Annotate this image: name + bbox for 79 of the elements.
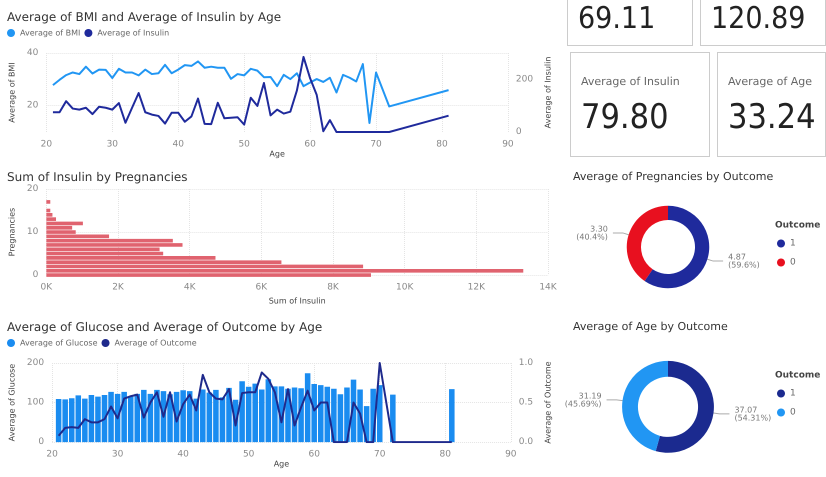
x-axis-title: Sum of Insulin [268,296,326,306]
data-label: 37.07 (54.31%) [734,405,772,422]
data-label: 4.87 (59.6%) [728,252,760,270]
y-tick-label: 100 [26,398,44,408]
legend-label: Average of BMI [20,28,80,38]
line-series [52,56,450,133]
x-tick-label: 70 [370,140,382,150]
x-tick-label: 14K [539,282,558,293]
legend-label: 0 [790,258,796,268]
line-series [58,362,453,444]
y-axis-title: Average of Glucose [8,364,16,442]
y-axis-title: Pregnancies [8,208,16,256]
y-tick-label: 20 [26,184,39,194]
chart-title: Sum of Insulin by Pregnancies [7,170,188,184]
bar [46,200,50,204]
y-axis-title: Average of BMI [8,62,16,123]
x-tick-label: 0K [40,282,54,293]
legend-label: 1 [790,238,796,248]
x-axis-title: Age [274,460,290,468]
legend-label: Average of Insulin [97,28,170,38]
x-tick-label: 90 [505,450,517,460]
x-tick-label: 10K [396,282,414,293]
bar [46,208,50,212]
x-tick-label: 6K [256,282,268,293]
text: 79.80 [581,97,669,137]
y2-tick-label: 1.0 [518,358,534,368]
chart-title: Average of BMI and Average of Insulin by Age [7,10,282,24]
x-tick-label: 70 [374,450,386,460]
text: Average of Insulin [581,75,680,88]
chart-title: Average of Age by Outcome [573,320,728,333]
x-tick-label: 50 [242,450,255,460]
x-tick-label: 90 [502,140,514,150]
bar [46,243,183,247]
legend-label: 1 [790,388,796,398]
y2-axis-title: Average of Outcome [544,361,552,444]
legend-label: Average of Glucose [20,338,98,348]
chart-title: Average of Glucose and Average of Outcome by Age [7,320,322,334]
x-tick-label: 60 [304,140,316,150]
x-tick-label: 20 [46,450,58,460]
legend-label: 0 [790,408,796,418]
x-axis-title: Age [269,149,285,158]
bar [46,222,83,226]
text: 69.11 [578,1,656,36]
x-tick-label: 30 [106,140,118,150]
x-tick-label: 8K [327,282,340,293]
y2-tick-label: 0.0 [518,437,534,448]
legend-title: Outcome [775,370,820,380]
x-tick-label: 60 [308,450,320,460]
y-tick-label: 10 [26,227,39,238]
legend-label: Average of Outcome [114,338,197,348]
x-tick-label: 20 [40,140,52,150]
y-tick-label: 0 [38,437,44,448]
x-tick-label: 80 [440,450,452,460]
x-tick-label: 4K [184,282,197,293]
line-series [52,60,450,124]
data-label: 31.19 (45.69%) [564,391,602,408]
x-tick-label: 50 [238,140,250,150]
chart-title: Average of Pregnancies by Outcome [573,170,774,183]
text: 33.24 [728,97,816,137]
text: 120.89 [711,1,806,36]
y-tick-label: 20 [26,100,39,111]
bar [449,389,455,442]
y2-tick-label: 0 [516,127,522,137]
y-tick-label: 40 [26,48,39,58]
data-label: 3.30 (40.4%) [576,224,608,242]
y2-tick-label: 200 [516,74,534,84]
y-tick-label: 0 [32,270,39,280]
y2-tick-label: 0.5 [518,398,534,408]
x-tick-label: 40 [172,140,184,150]
x-tick-label: 30 [112,450,124,460]
y-tick-label: 200 [26,358,44,368]
bar [46,268,524,273]
y2-axis-title: Average of Insulin [544,56,552,128]
x-tick-label: 80 [436,140,448,150]
x-tick-label: 12K [468,282,486,293]
x-tick-label: 2K [112,282,125,293]
text: Average of Age [728,75,812,88]
legend-title: Outcome [775,220,820,230]
x-tick-label: 40 [177,450,190,460]
